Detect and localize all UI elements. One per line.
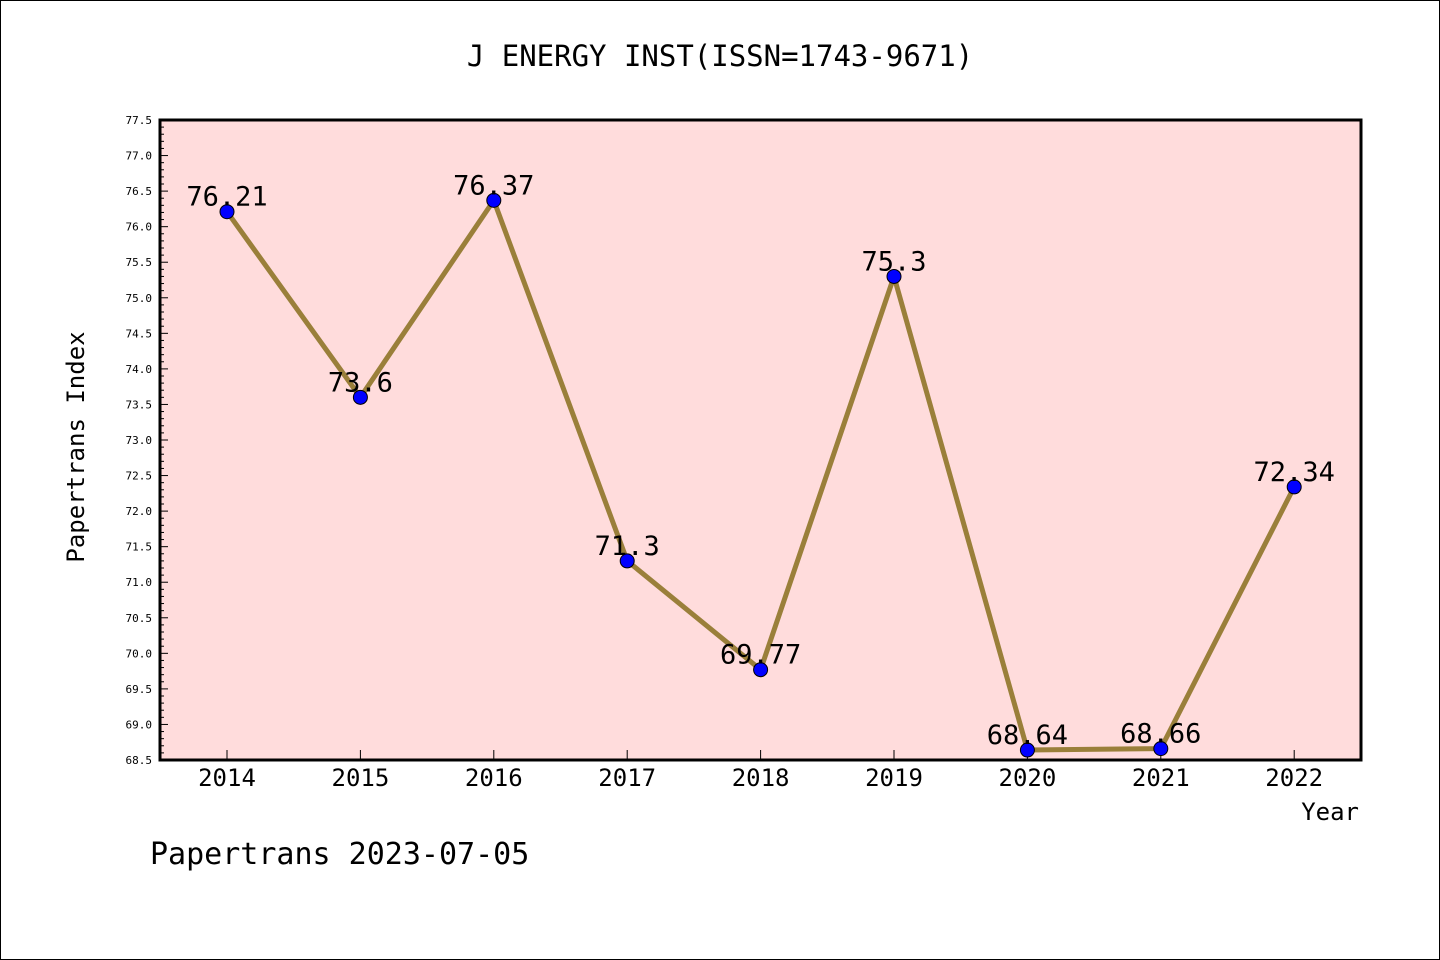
x-tick-label: 2020 [999, 764, 1057, 792]
x-tick-label: 2015 [332, 764, 390, 792]
data-point [753, 662, 769, 678]
footer-text: Papertrans 2023-07-05 [150, 837, 529, 872]
y-tick-label: 73.0 [126, 434, 153, 447]
y-tick-label: 76.5 [126, 185, 153, 198]
data-label: 71.3 [595, 531, 660, 562]
x-tick-label: 2021 [1132, 764, 1190, 792]
data-label: 76.21 [186, 182, 267, 213]
data-label: 72.34 [1254, 457, 1335, 488]
y-tick-label: 71.5 [126, 541, 153, 554]
data-label: 69.77 [720, 640, 801, 671]
y-tick-label: 72.0 [126, 505, 153, 518]
data-point [486, 192, 502, 208]
data-markers [219, 192, 1302, 758]
y-tick-label: 69.0 [126, 718, 153, 731]
data-point [1286, 479, 1302, 495]
data-label: 68.64 [987, 720, 1068, 751]
y-tick-label: 77.0 [126, 150, 153, 163]
y-axis: 68.5 69.0 69.5 70.0 70.5 71.0 71.5 72.0 72.5 73.0… [126, 114, 168, 767]
x-tick-label: 2019 [865, 764, 923, 792]
data-point [886, 268, 902, 284]
y-tick-label: 70.0 [126, 647, 153, 660]
y-tick-label: 76.0 [126, 221, 153, 234]
y-tick-label: 75.5 [126, 256, 153, 269]
x-tick-label: 2017 [598, 764, 656, 792]
y-tick-label: 74.5 [126, 327, 153, 340]
data-label: 75.3 [861, 246, 926, 277]
y-tick-label: 74.0 [126, 363, 153, 376]
data-label: 76.37 [453, 170, 534, 201]
data-labels: 76.21 73.6 76.37 71.3 69.77 75.3 68.64 68.66 72.… [186, 170, 1334, 751]
data-point [619, 553, 635, 569]
data-point [1019, 742, 1035, 758]
y-tick-label: 75.0 [126, 292, 153, 305]
y-tick-label: 77.5 [126, 114, 153, 127]
x-axis: 2014 2015 2016 2017 2018 2019 2020 2021 2022 [198, 750, 1323, 792]
y-tick-label: 69.5 [126, 683, 153, 696]
x-axis-label: Year [1301, 798, 1359, 826]
y-axis-label: Papertrans Index [62, 331, 90, 562]
plot-area [158, 118, 1363, 762]
y-tick-label: 68.5 [126, 754, 153, 767]
data-point [1153, 741, 1169, 757]
data-label: 68.66 [1120, 719, 1201, 750]
chart-title: J ENERGY INST(ISSN=1743-9671) [467, 39, 973, 73]
y-tick-label: 71.0 [126, 576, 153, 589]
x-tick-label: 2016 [465, 764, 523, 792]
x-tick-label: 2022 [1265, 764, 1323, 792]
y-tick-label: 70.5 [126, 612, 153, 625]
x-tick-label: 2018 [732, 764, 790, 792]
y-tick-label: 73.5 [126, 398, 153, 411]
data-label: 73.6 [328, 367, 393, 398]
data-point [352, 389, 368, 405]
y-tick-label: 72.5 [126, 470, 153, 483]
x-tick-label: 2014 [198, 764, 256, 792]
data-point [219, 204, 235, 220]
